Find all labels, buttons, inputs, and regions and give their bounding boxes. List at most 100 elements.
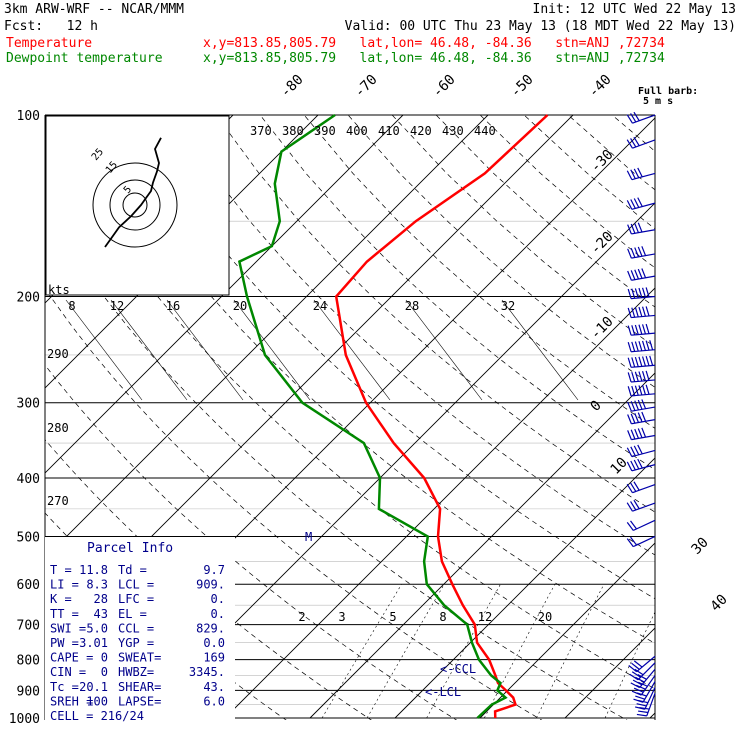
- wind-barb: [636, 693, 656, 717]
- barb-flag: [627, 372, 632, 383]
- wind-speed-line: [110, 299, 188, 401]
- barb-flag: [638, 341, 643, 351]
- barb-flag: [626, 200, 633, 210]
- barb-flag: [630, 223, 636, 234]
- wind-barb: [627, 411, 656, 425]
- dry-adiabat: [215, 115, 655, 513]
- barb-flag: [630, 460, 636, 471]
- barb-flag: [634, 668, 644, 676]
- barb-flag: [627, 248, 632, 259]
- parcel-box-bg: [45, 537, 235, 720]
- barb-flag: [634, 324, 639, 335]
- mixing-ratio-label-8: 8: [439, 610, 446, 624]
- parcel-value: 11.8: [79, 563, 108, 577]
- barb-flag: [637, 428, 643, 438]
- barb-flag: [626, 461, 633, 472]
- full-barb-value: 5 m s: [643, 96, 673, 107]
- temperature-line: [334, 114, 549, 719]
- barb-flag: [641, 287, 647, 298]
- adiabat-label-280: 280: [47, 421, 69, 435]
- wind-barb: [626, 197, 656, 210]
- wind-barb: [627, 370, 656, 383]
- wind-speed-label-16: 16: [166, 299, 180, 313]
- parcel-value: 8.3: [86, 578, 108, 592]
- wind-barb: [629, 662, 656, 681]
- pressure-label-800: 800: [17, 654, 40, 669]
- parcel-label: EL =: [118, 607, 147, 621]
- mixing-ratio-line: [604, 611, 655, 719]
- barb-flag: [629, 673, 639, 681]
- barb-flag: [631, 662, 640, 670]
- temperature-legend-label: Temperature: [6, 36, 93, 51]
- dry-adiabat: [567, 115, 655, 191]
- barb-flag: [634, 356, 639, 367]
- pressure-label-900: 900: [17, 684, 40, 699]
- wind-barb: [627, 340, 656, 353]
- barb-staff: [640, 675, 656, 696]
- barb-flag: [649, 355, 654, 366]
- parcel-title: Parcel Info: [87, 541, 173, 556]
- parcel-value: 169: [203, 651, 225, 665]
- wind-speed-line: [501, 299, 579, 401]
- model-title: 3km ARW-WRF -- NCAR/MMM: [4, 2, 185, 17]
- barb-flag: [633, 660, 643, 668]
- parcel-label: SHEAR=: [118, 680, 161, 694]
- wind-barb: [627, 384, 656, 397]
- barb-flag: [630, 446, 636, 457]
- barb-flag: [627, 414, 632, 424]
- barb-flag: [627, 430, 632, 440]
- barb-flag: [626, 114, 633, 124]
- parcel-label: CAPE =: [50, 651, 93, 665]
- dewpoint-legend-label: Dewpoint temperature: [6, 51, 163, 66]
- mixing-ratio-label-3: 3: [338, 610, 345, 624]
- barb-flag: [630, 482, 637, 492]
- hodograph-ring: [109, 179, 161, 231]
- barb-flag: [645, 323, 650, 334]
- parcel-label: SREH =: [50, 694, 93, 708]
- barb-flag: [634, 223, 640, 233]
- lcl-marker: <-LCL: [425, 685, 461, 699]
- parcel-label: Td =: [118, 563, 147, 577]
- isotherm-label--30: -30: [588, 147, 617, 176]
- barb-flag: [630, 199, 636, 209]
- barb-flag: [626, 447, 633, 457]
- barb-staff: [631, 295, 656, 300]
- dry-adiabat: [303, 115, 655, 429]
- dry-adiabat: [523, 115, 655, 230]
- barb-flag: [641, 306, 647, 317]
- barb-flag: [635, 676, 645, 683]
- theta-label-420: 420: [410, 124, 432, 138]
- wind-barb: [626, 458, 656, 472]
- wind-speed-line: [166, 299, 244, 401]
- barb-staff: [631, 202, 656, 210]
- wind-speed-line: [405, 299, 483, 401]
- wind-speed-label-28: 28: [405, 299, 419, 313]
- parcel-value: 100: [86, 694, 108, 708]
- barb-flag: [633, 687, 644, 693]
- pressure-label-700: 700: [17, 619, 40, 634]
- wind-barb: [626, 519, 656, 531]
- mixing-ratio-label-5: 5: [389, 610, 396, 624]
- temperature-location: x,y=813.85,805.79 lat,lon= 46.48, -84.36…: [203, 36, 665, 51]
- dry-adiabat: [479, 115, 655, 269]
- profile-lines: [237, 113, 549, 719]
- barb-flag: [641, 371, 647, 381]
- barb-flag: [641, 268, 647, 278]
- isotherm-label--40: -40: [586, 72, 615, 101]
- parcel-label: YGP =: [118, 636, 154, 650]
- wind-barb: [627, 399, 656, 412]
- barb-flag: [631, 325, 636, 336]
- barb-flag: [632, 679, 643, 686]
- parcel-value: 5.0: [86, 621, 108, 635]
- isotherm-label-10: 10: [608, 455, 631, 478]
- hodograph-ring: [92, 162, 178, 248]
- ccl-marker: <-CCL: [440, 662, 476, 676]
- isotherm-label--50: -50: [508, 72, 537, 101]
- barb-flag: [637, 197, 643, 207]
- barb-staff: [644, 687, 656, 710]
- pressure-label-600: 600: [17, 578, 40, 593]
- barb-staff: [632, 502, 656, 512]
- isotherm-label-40: 40: [708, 592, 731, 615]
- dry-adiabat: [83, 115, 655, 644]
